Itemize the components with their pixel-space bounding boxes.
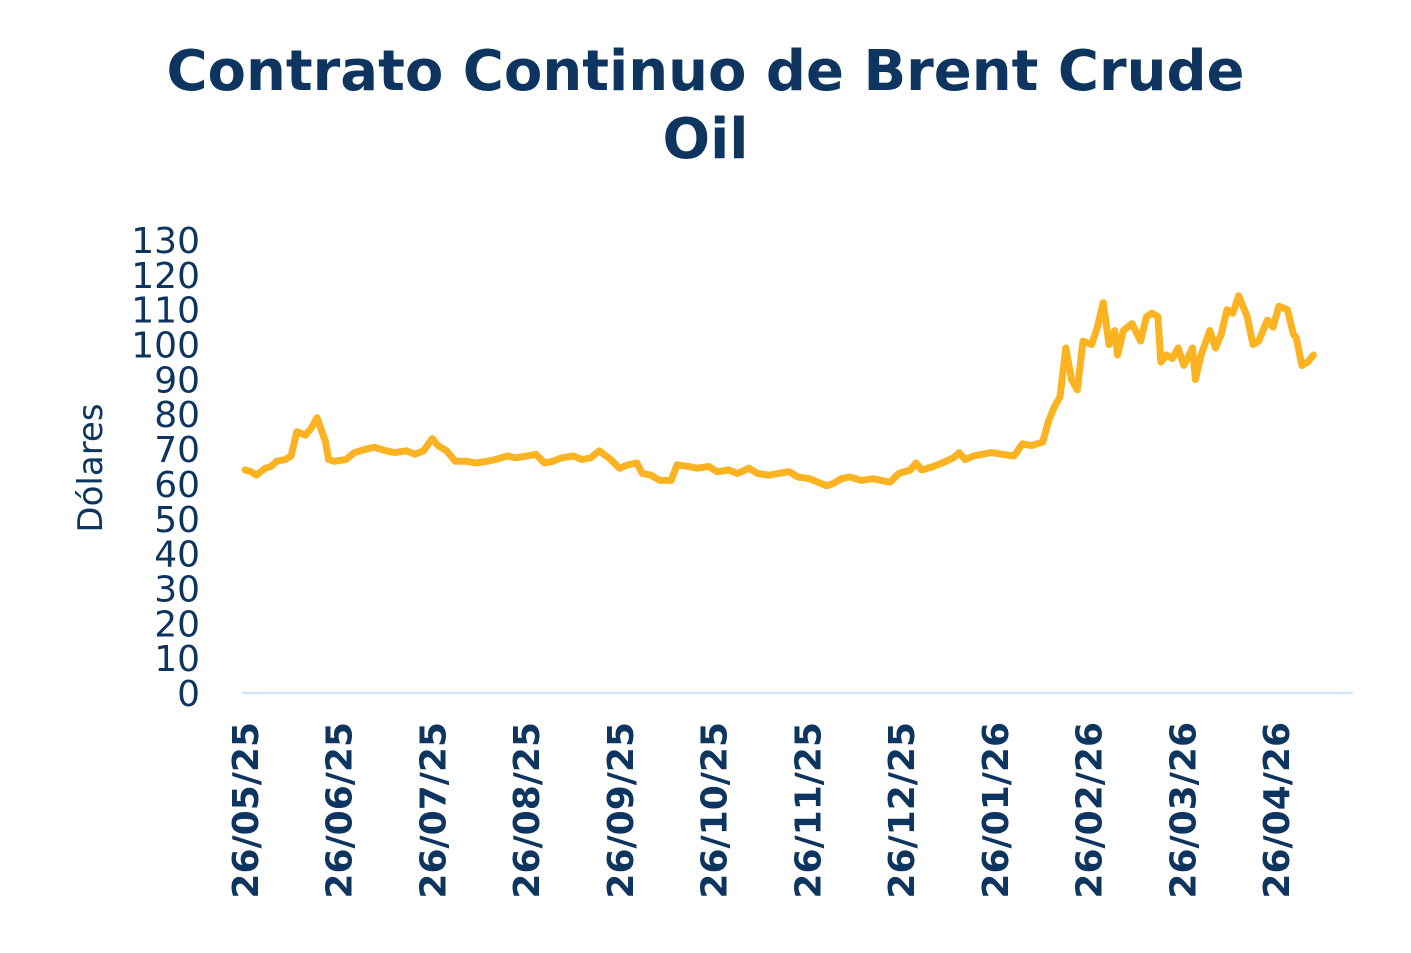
y-tick-label: 30	[154, 569, 200, 610]
y-tick-label: 130	[131, 221, 200, 262]
x-tick-label: 26/02/26	[1070, 722, 1111, 899]
brent-price-line	[241, 292, 1317, 490]
y-tick-label: 60	[154, 465, 200, 506]
y-tick-label: 10	[154, 639, 200, 680]
chart-title-line-2: Oil	[662, 107, 749, 172]
y-tick-label: 40	[154, 535, 200, 576]
y-tick-label: 0	[177, 674, 200, 715]
chart-title: Contrato Continuo de Brent Crude Oil	[0, 38, 1411, 174]
x-tick-label: 26/01/26	[976, 722, 1017, 899]
y-tick-label: 50	[154, 500, 200, 541]
x-tick-label: 26/07/25	[413, 722, 454, 899]
x-tick-label: 26/05/25	[226, 722, 267, 899]
chart-title-line-1: Contrato Continuo de Brent Crude	[166, 39, 1245, 104]
x-tick-label: 26/03/26	[1163, 722, 1204, 899]
y-tick-label: 120	[131, 256, 200, 297]
x-tick-label: 26/10/25	[695, 722, 736, 899]
y-tick-label: 100	[131, 326, 200, 367]
y-axis-label: Dólares	[71, 403, 111, 532]
x-axis-ticks: 26/05/25 26/06/25 26/07/25 26/08/25 26/09/25…	[226, 722, 1298, 899]
y-tick-label: 80	[154, 395, 200, 436]
y-tick-label: 90	[154, 360, 200, 401]
y-tick-label: 70	[154, 430, 200, 471]
y-tick-label: 20	[154, 604, 200, 645]
x-tick-label: 26/04/26	[1257, 722, 1298, 899]
x-tick-label: 26/11/25	[788, 722, 829, 899]
x-tick-label: 26/09/25	[601, 722, 642, 899]
x-tick-label: 26/06/25	[320, 722, 361, 899]
x-tick-label: 26/12/25	[882, 722, 923, 899]
y-tick-label: 110	[131, 291, 200, 332]
x-tick-label: 26/08/25	[507, 722, 548, 899]
